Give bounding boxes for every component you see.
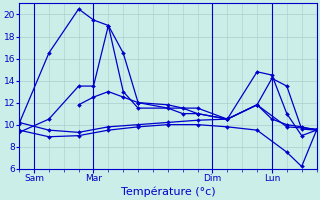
X-axis label: Température (°c): Température (°c) [121,186,215,197]
